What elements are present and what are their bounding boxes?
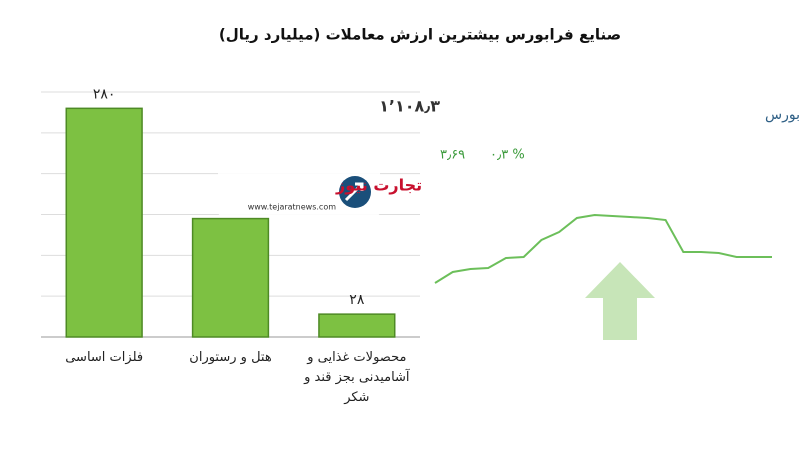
logo-name: تجارت نیوز	[335, 176, 422, 195]
logo-url: www.tejaratnews.com	[248, 203, 336, 212]
value-label: ۲۸۰	[93, 86, 116, 102]
chart-title: صنایع فرابورس بیشترین ارزش معاملات (میلی…	[219, 26, 621, 44]
bar	[65, 107, 143, 338]
x-tick-label: هتل و رستوران	[189, 350, 272, 365]
bar	[191, 217, 270, 338]
index-line	[434, 213, 772, 284]
x-tick-label: فلزات اساسی	[65, 350, 144, 365]
bar	[318, 313, 396, 338]
index-name: کل فرابورس	[765, 107, 800, 123]
up-arrow	[585, 262, 655, 340]
logo: تجارت نیوز www.tejaratnews.com	[218, 168, 422, 216]
index-change: ۳٫۶۹	[440, 148, 465, 163]
x-tick-label: محصولات غذایی و آشامیدنی بجز قند و شکر	[304, 350, 410, 405]
index-change-percent: ۰٫۳ %	[490, 148, 525, 163]
index-value: ۱٬۱۰۸٫۳	[379, 97, 440, 116]
value-label: ۲۸	[349, 292, 365, 308]
